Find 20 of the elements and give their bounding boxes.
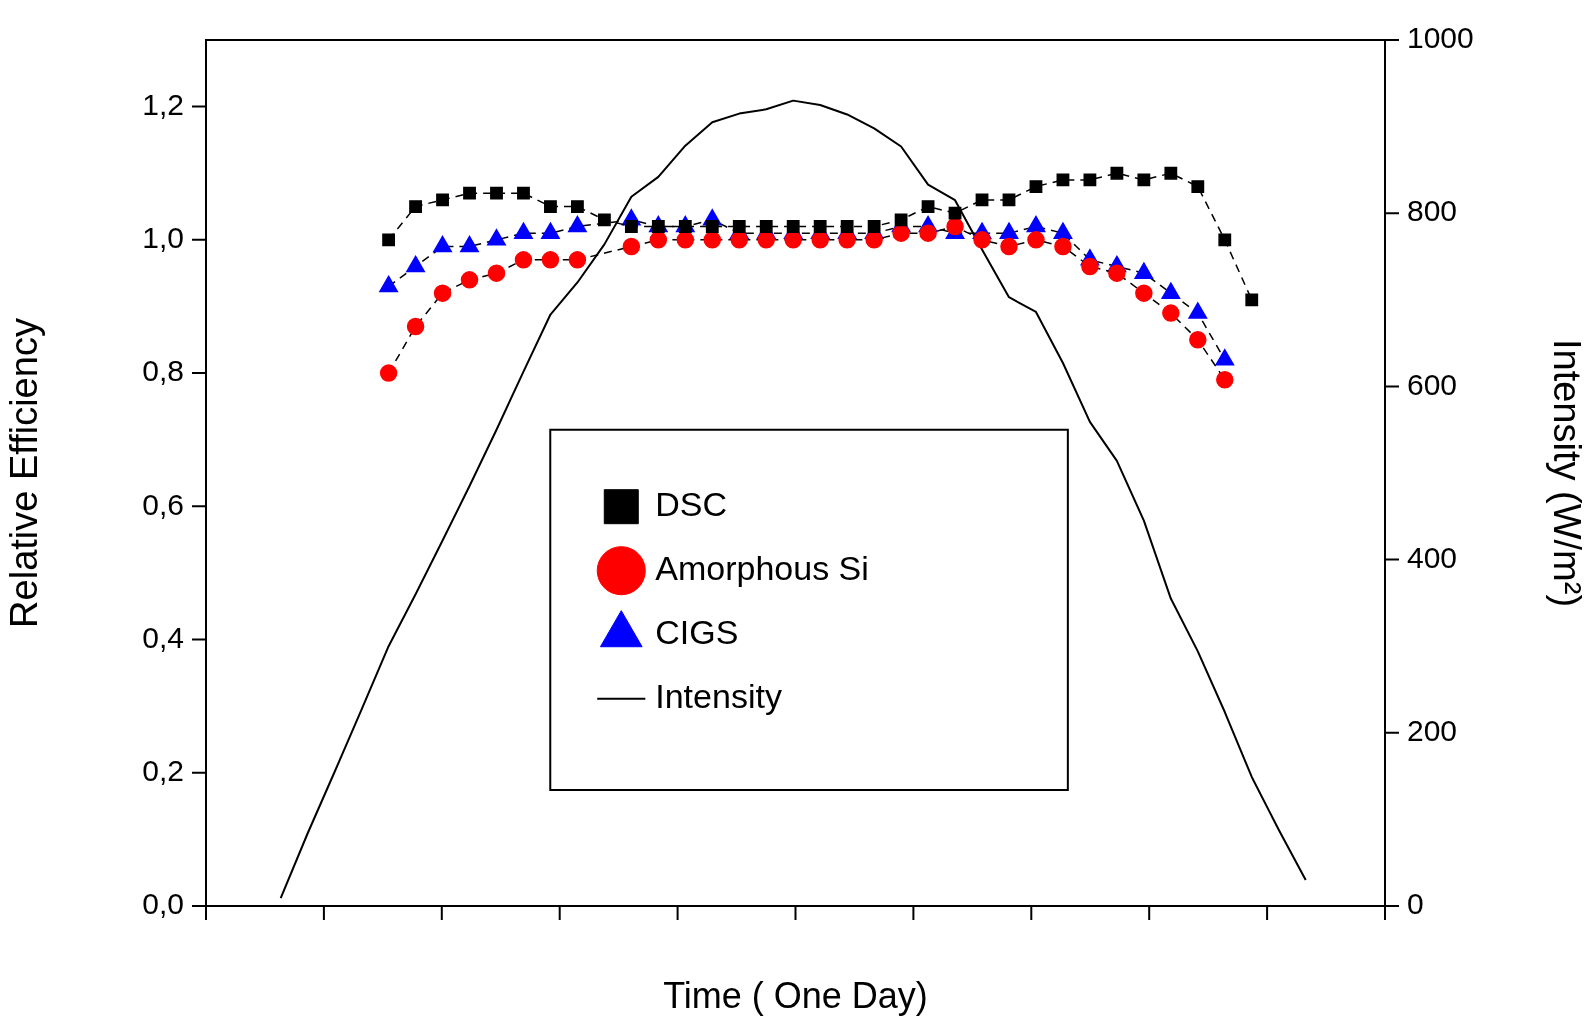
- y-tick-label: 0,0: [142, 887, 184, 921]
- y2-axis-title: Intensity (W/m²): [1545, 338, 1588, 608]
- y2-tick-label: 600: [1407, 367, 1458, 401]
- legend-label: Amorphous Si: [655, 549, 869, 588]
- y-axis-title: Relative Efficiency: [3, 318, 46, 628]
- y2-tick-label: 200: [1407, 714, 1458, 748]
- y-tick-label: 1,2: [142, 87, 184, 121]
- y-tick-label: 0,4: [142, 620, 184, 654]
- legend-label: CIGS: [655, 613, 739, 652]
- y-tick-label: 0,8: [142, 354, 184, 388]
- y-tick-label: 0,6: [142, 487, 184, 521]
- x-axis-title: Time ( One Day): [663, 975, 928, 1017]
- y2-tick-label: 800: [1407, 194, 1458, 228]
- y2-tick-label: 0: [1407, 887, 1424, 921]
- legend-label: DSC: [655, 485, 728, 524]
- y-tick-label: 1,0: [142, 221, 184, 255]
- legend-label: Intensity: [655, 677, 782, 716]
- y2-tick-label: 1000: [1407, 21, 1474, 55]
- y2-tick-label: 400: [1407, 540, 1458, 574]
- y-tick-label: 0,2: [142, 754, 184, 788]
